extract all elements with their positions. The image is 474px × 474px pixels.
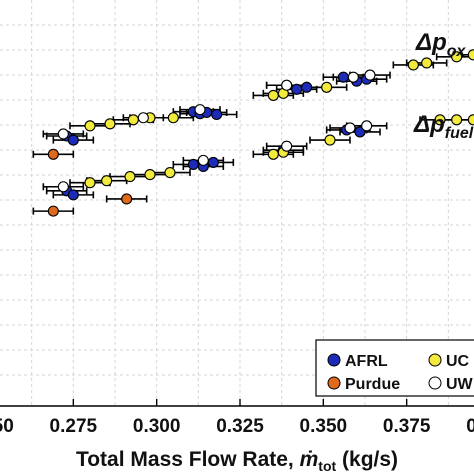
point-afrl-fuel [207,156,219,168]
point-afrl-fuel [67,189,79,201]
x-tick-label: 0.400 [466,416,474,437]
point-purdue-fuel [47,205,59,217]
legend-marker-uw [428,376,442,390]
x-tick-label: 0.300 [133,416,181,437]
point-afrl-ox [67,134,79,146]
point-uw-ox [57,128,69,140]
legend-label-afrl: AFRL [345,353,388,370]
point-uc-ox [467,49,474,61]
point-uc-ox [407,59,419,71]
point-uc-ox [451,51,463,63]
x-tick-label: 0.375 [383,416,431,437]
x-tick-label: 0.325 [216,416,264,437]
x-axis-title: Total Mass Flow Rate, ṁtot (kg/s) [76,448,398,474]
point-uw-ox [194,104,206,116]
point-uw-fuel [57,181,69,193]
point-afrl-ox [211,108,223,121]
point-uc-fuel [267,148,279,160]
x-tick-labels: 0.250 0.275 0.300 0.325 0.350 0.375 0.400 [0,416,474,437]
point-uc-fuel [324,134,336,146]
legend-label-uw: UW [446,376,474,393]
annotation-dp-fuel: Δpfuel [413,111,474,142]
point-uw-ox [281,79,293,91]
grid [0,0,474,406]
legend-box [315,339,474,397]
point-purdue-ox [47,148,59,160]
point-afrl-fuel [187,158,199,170]
point-uc-fuel [84,177,96,189]
legend: AFRL UC Purdue UW [315,339,474,397]
legend-marker-afrl [327,353,341,367]
point-afrl-ox [337,71,349,83]
point-uc-ox [84,120,96,132]
point-afrl-ox [301,81,313,93]
point-uc-ox [167,112,179,124]
point-uc-ox [267,89,279,101]
point-uc-ox [127,114,139,126]
point-uc-ox [421,57,433,69]
point-uc-fuel [467,114,474,126]
point-uc-fuel [164,167,176,179]
point-uc-fuel [124,171,136,183]
x-tick-label: 0.350 [300,416,348,437]
legend-marker-uc [428,353,442,367]
legend-label-uc: UC [446,353,470,370]
point-uc-fuel [144,169,156,181]
x-tick-label: 0.250 [0,416,14,437]
x-ticks [72,399,408,406]
point-uc-ox [321,81,333,93]
point-afrl-ox [291,83,303,95]
point-uw-ox [137,112,149,124]
point-uc-fuel [451,114,463,126]
point-uc-fuel [101,175,113,187]
point-uw-fuel [361,120,373,132]
point-uw-fuel [344,122,356,134]
annotation-dp-ox: Δpox [415,29,467,60]
point-uc-ox [104,118,116,130]
point-uw-fuel [281,140,293,152]
point-uw-ox [364,69,376,81]
data-points [47,49,474,217]
point-uw-fuel [197,154,209,166]
point-purdue-fuel [121,193,133,205]
legend-marker-purdue [327,376,341,390]
point-uc-fuel [434,114,446,126]
x-tick-label: 0.275 [50,416,98,437]
point-uw-ox [347,71,359,83]
legend-label-purdue: Purdue [345,376,400,393]
